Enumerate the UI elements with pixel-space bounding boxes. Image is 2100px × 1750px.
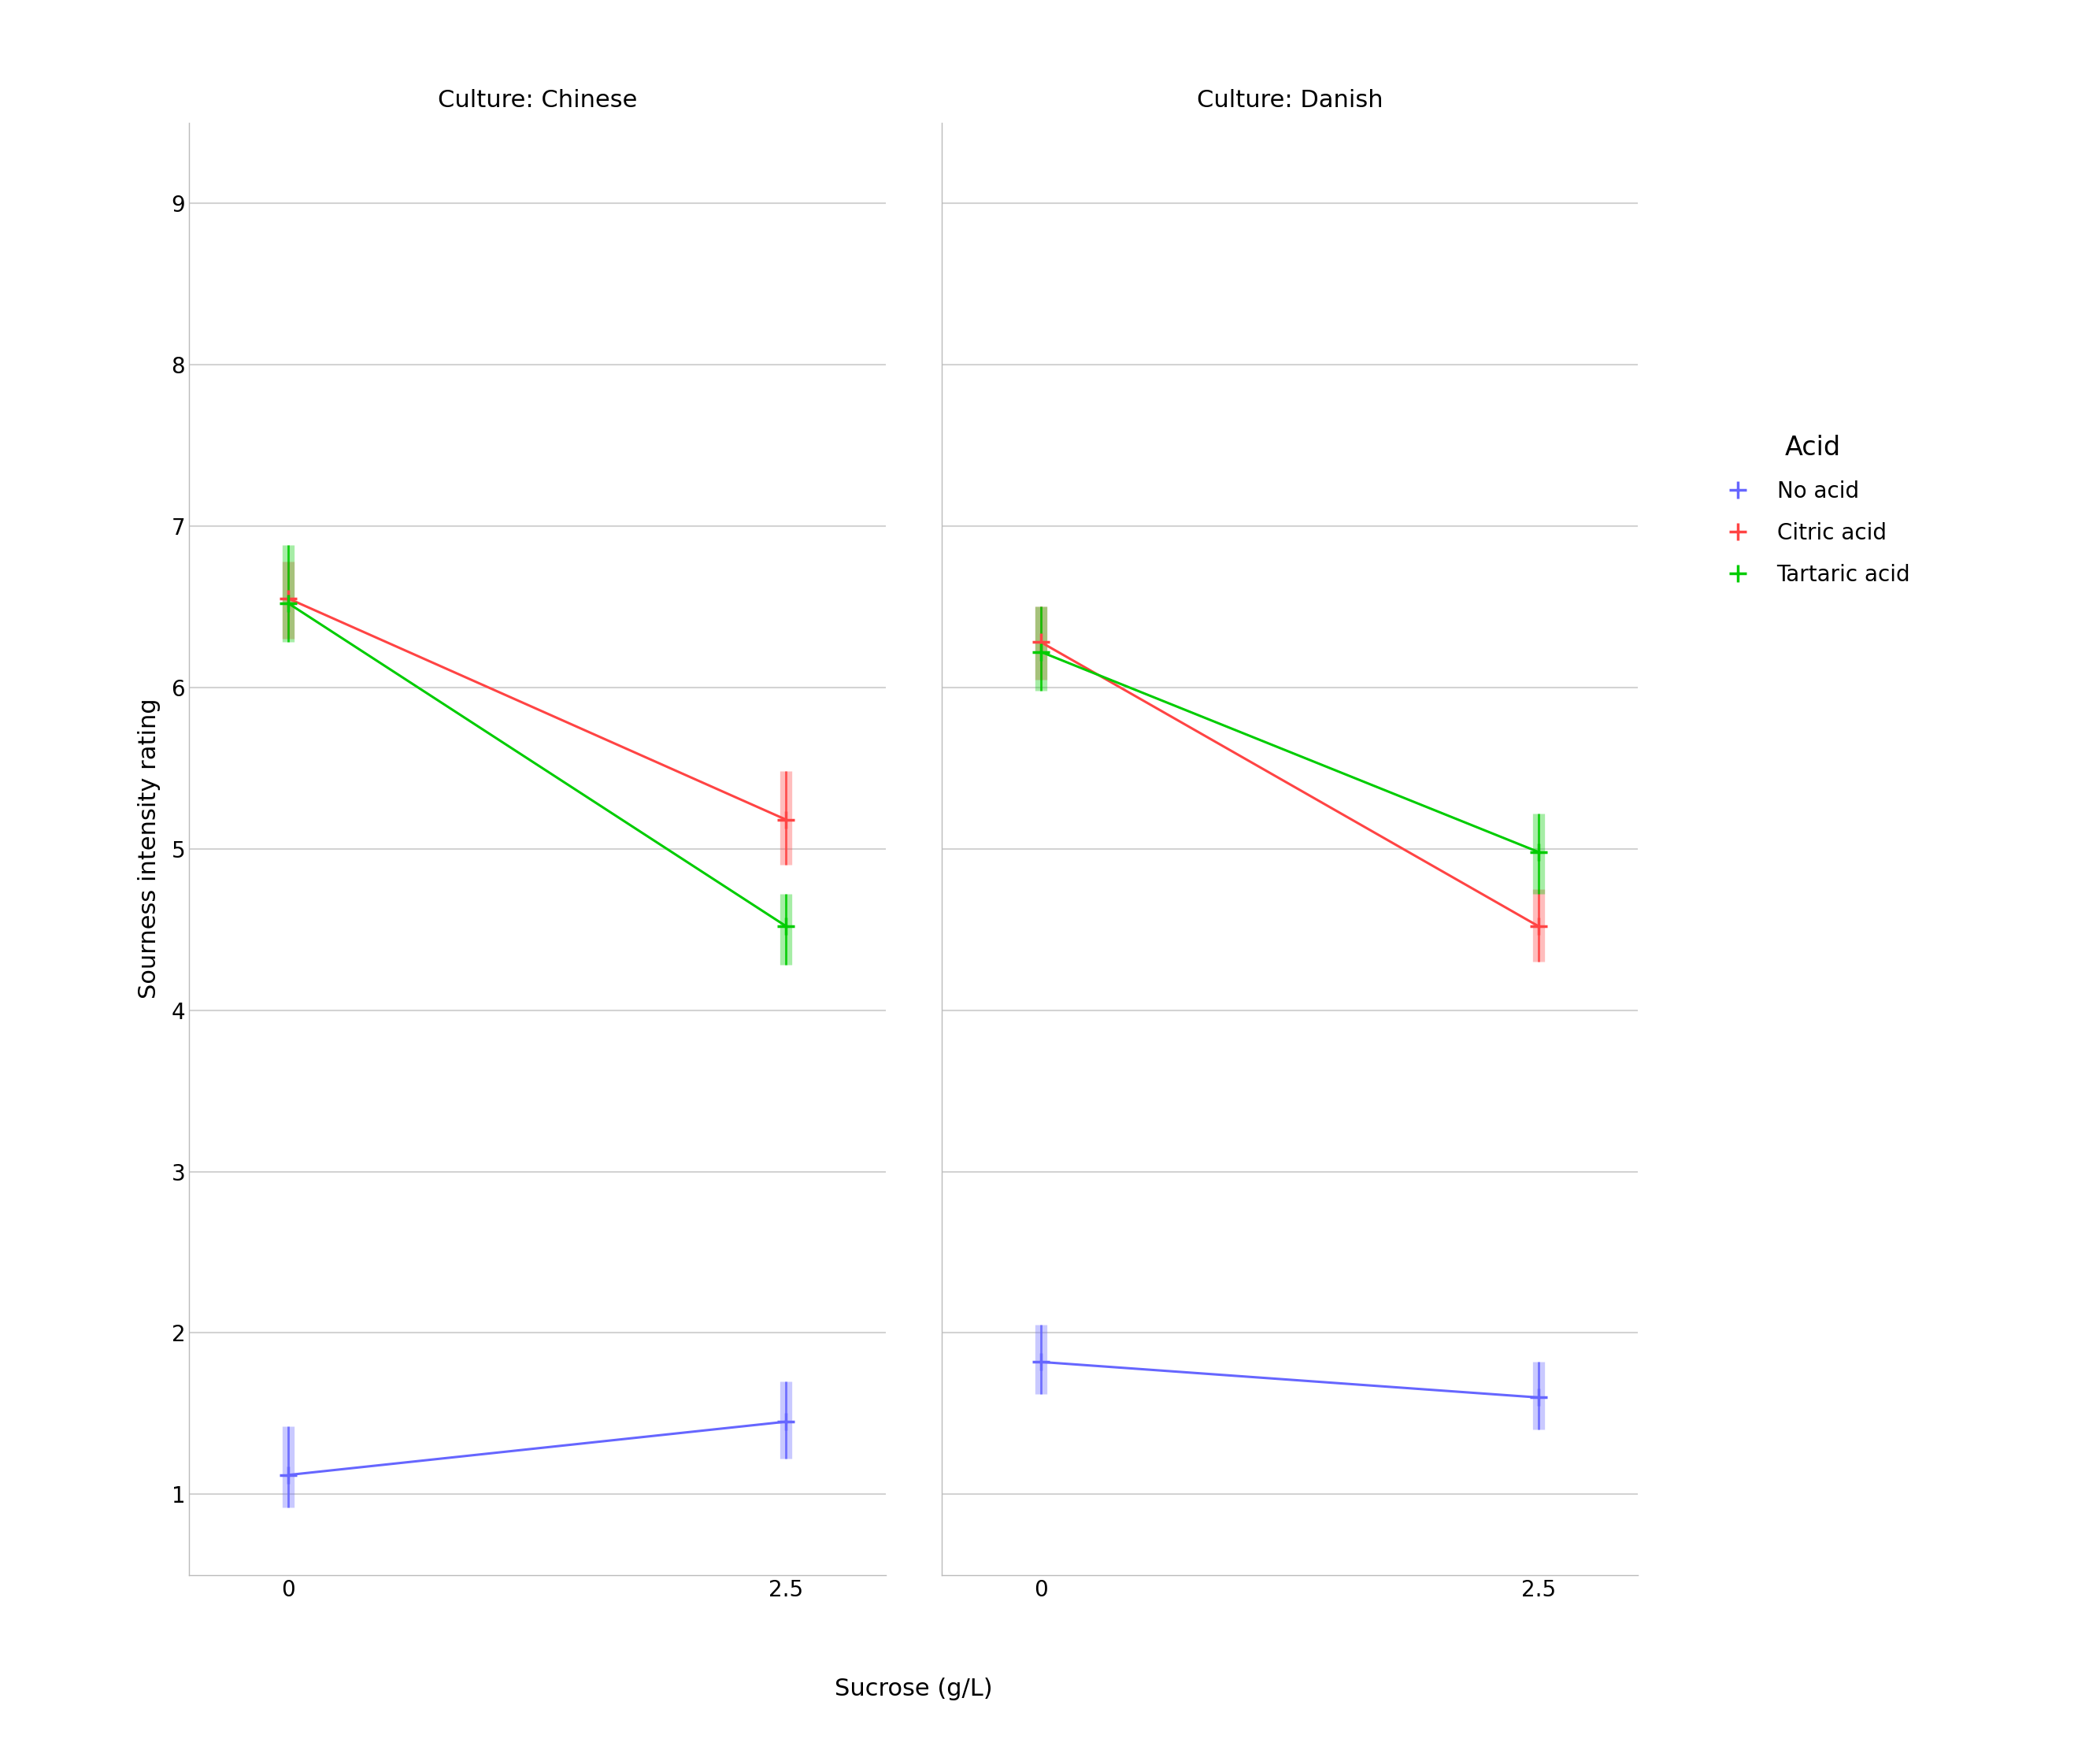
Legend: No acid, Citric acid, Tartaric acid: No acid, Citric acid, Tartaric acid: [1705, 423, 1922, 597]
Title: Culture: Danish: Culture: Danish: [1197, 89, 1382, 112]
Y-axis label: Sourness intensity rating: Sourness intensity rating: [137, 698, 160, 999]
Title: Culture: Chinese: Culture: Chinese: [437, 89, 636, 112]
Text: Sucrose (g/L): Sucrose (g/L): [834, 1676, 993, 1701]
